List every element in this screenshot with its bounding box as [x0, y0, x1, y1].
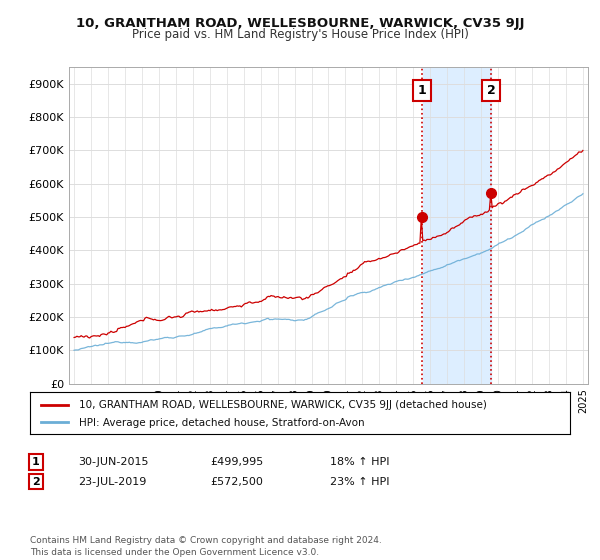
Text: 1: 1 — [32, 457, 40, 467]
Text: 23% ↑ HPI: 23% ↑ HPI — [330, 477, 389, 487]
Text: £499,995: £499,995 — [210, 457, 263, 467]
Text: 10, GRANTHAM ROAD, WELLESBOURNE, WARWICK, CV35 9JJ: 10, GRANTHAM ROAD, WELLESBOURNE, WARWICK… — [76, 17, 524, 30]
Text: 2: 2 — [32, 477, 40, 487]
Text: 30-JUN-2015: 30-JUN-2015 — [78, 457, 149, 467]
Text: 23-JUL-2019: 23-JUL-2019 — [78, 477, 146, 487]
Text: HPI: Average price, detached house, Stratford-on-Avon: HPI: Average price, detached house, Stra… — [79, 418, 364, 428]
Text: 10, GRANTHAM ROAD, WELLESBOURNE, WARWICK, CV35 9JJ (detached house): 10, GRANTHAM ROAD, WELLESBOURNE, WARWICK… — [79, 400, 487, 410]
Text: 1: 1 — [418, 84, 426, 97]
Text: £572,500: £572,500 — [210, 477, 263, 487]
Text: 18% ↑ HPI: 18% ↑ HPI — [330, 457, 389, 467]
Text: Price paid vs. HM Land Registry's House Price Index (HPI): Price paid vs. HM Land Registry's House … — [131, 28, 469, 41]
Text: Contains HM Land Registry data © Crown copyright and database right 2024.
This d: Contains HM Land Registry data © Crown c… — [30, 536, 382, 557]
Text: 2: 2 — [487, 84, 496, 97]
